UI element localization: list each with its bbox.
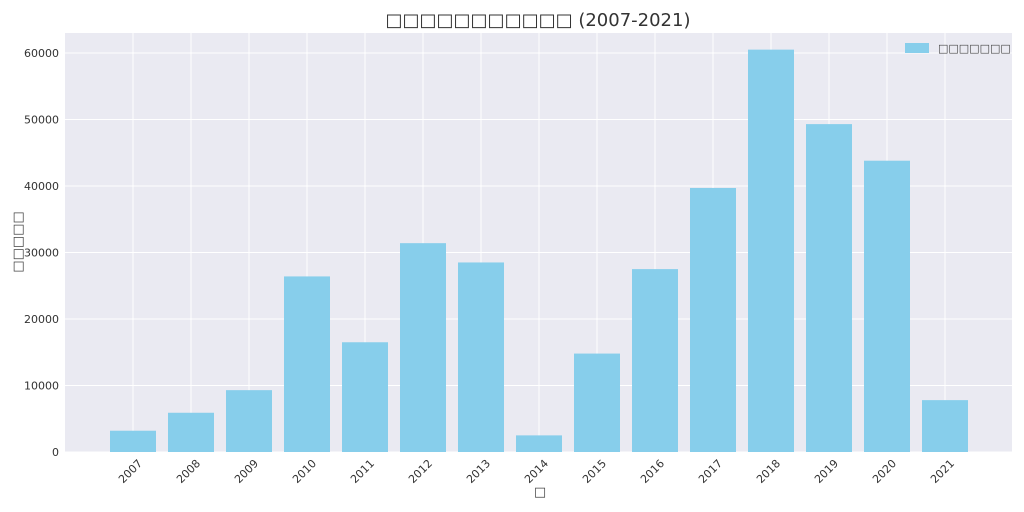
x-tick-label-2019: 2019 — [812, 457, 841, 486]
x-tick-label-2013: 2013 — [464, 457, 493, 486]
bar-2008 — [168, 412, 214, 452]
x-tick-label-2009: 2009 — [232, 457, 261, 486]
bar-2017 — [690, 187, 736, 452]
x-tick-label-2012: 2012 — [406, 457, 435, 486]
bar-2011 — [342, 342, 388, 452]
x-axis-label: □ — [534, 485, 546, 500]
y-tick-label: 20000 — [24, 313, 59, 326]
bar-2013 — [458, 262, 504, 452]
bar-2019 — [806, 124, 852, 452]
bar-2014 — [516, 435, 562, 452]
bar-2020 — [864, 160, 910, 452]
x-tick-label-2015: 2015 — [580, 457, 609, 486]
y-tick-label: 0 — [52, 446, 59, 459]
y-tick-label: 40000 — [24, 180, 59, 193]
x-tick-label-2018: 2018 — [754, 457, 783, 486]
y-tick-labels: 0 10000 20000 30000 40000 50000 60000 — [24, 47, 59, 459]
y-axis-label: □□□□□ — [11, 211, 26, 272]
bar-2009 — [226, 390, 272, 452]
bar-2010 — [284, 276, 330, 452]
x-tick-label-2010: 2010 — [290, 457, 319, 486]
x-tick-label-2017: 2017 — [696, 457, 725, 486]
bars — [110, 49, 968, 452]
y-tick-label: 50000 — [24, 113, 59, 126]
x-tick-label-2011: 2011 — [348, 457, 377, 486]
x-tick-label-2021: 2021 — [928, 457, 957, 486]
y-tick-label: 30000 — [24, 246, 59, 259]
legend-label: □□□□□□□ — [938, 42, 1011, 55]
legend: □□□□□□□ — [905, 42, 1011, 55]
y-tick-label: 60000 — [24, 47, 59, 60]
bar-2021 — [922, 400, 968, 452]
legend-swatch — [905, 43, 929, 53]
x-tick-label-2016: 2016 — [638, 457, 667, 486]
x-tick-label-2007: 2007 — [116, 457, 145, 486]
bar-2016 — [632, 269, 678, 452]
y-tick-label: 10000 — [24, 379, 59, 392]
x-tick-labels: 2007 2008 2009 2010 2011 2012 2013 2014 2015 2016… — [116, 457, 957, 486]
chart-title: □□□□□□□□□□□ (2007-2021) — [386, 10, 691, 31]
bar-2012 — [400, 243, 446, 452]
bar-2007 — [110, 430, 156, 452]
x-tick-label-2014: 2014 — [522, 457, 551, 486]
x-tick-label-2020: 2020 — [870, 457, 899, 486]
bar-2018 — [748, 49, 794, 452]
x-tick-label-2008: 2008 — [174, 457, 203, 486]
bar-2015 — [574, 353, 620, 452]
